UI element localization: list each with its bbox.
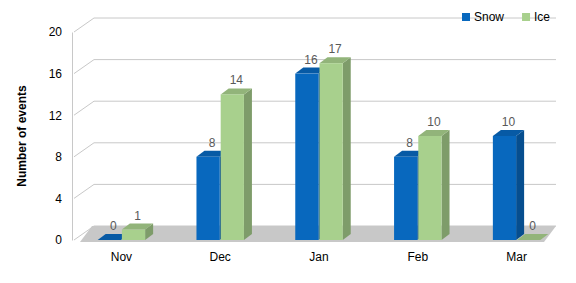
grid-diagonal [74,101,94,115]
bar-top [517,234,548,240]
x-tick-label: Jan [309,250,328,264]
y-tick-label: 20 [49,25,63,39]
grid-diagonal [74,184,94,198]
y-tick: 4 [55,192,72,206]
y-tick-label: 0 [55,233,62,247]
legend-swatch [462,13,470,21]
data-label: 10 [427,115,441,129]
bar-top [122,224,153,230]
legend-label: Snow [474,10,504,24]
legend-label: Ice [534,10,550,24]
legend: Snow Ice [462,10,550,24]
x-tick-label: Dec [210,250,231,264]
plot-area [98,57,549,240]
bar-top [418,130,449,136]
x-tick-label: Mar [506,250,527,264]
data-label: 10 [502,115,516,129]
legend-swatch [522,13,530,21]
bar-side [516,130,524,240]
x-tick-label: Nov [111,250,132,264]
bar [319,63,342,240]
y-axis-line [72,33,73,241]
x-tick: Mar [506,240,527,264]
grid-diagonal [74,60,94,74]
grid-diagonal [74,18,94,32]
chart: 081681011417100048121620NovDecJanFebMarN… [0,0,576,283]
y-tick-label: 8 [55,150,62,164]
legend-item: Snow [462,10,504,24]
y-tick-label: 4 [55,192,62,206]
data-label: 0 [110,219,117,233]
data-label: 0 [529,219,536,233]
bar [98,240,121,241]
data-labels: 0 8 16 8 10 1 14 17 10 0 [110,42,536,233]
bar [493,136,516,240]
bar-top [319,57,350,63]
y-tick: 16 [49,67,72,81]
y-tick: 12 [49,109,72,123]
x-tick: Dec [210,240,231,264]
y-tick-label: 16 [49,67,63,81]
x-tick-label: Feb [407,250,428,264]
data-label: 8 [209,136,216,150]
y-axis: 0 4 8 12 16 20 [49,25,73,247]
y-tick: 20 [49,25,72,39]
data-label: 17 [328,42,342,56]
bar [196,157,219,240]
data-label: 8 [406,136,413,150]
y-axis-title: Number of events [15,85,29,187]
grid-diagonals [74,18,94,240]
bar-side [343,57,351,240]
data-label: 16 [304,53,318,67]
bar [517,240,540,241]
bar [122,230,145,240]
data-label: 14 [230,73,244,87]
x-tick: Jan [309,240,328,264]
x-axis-line [73,240,567,241]
x-axis: Nov Dec Jan Feb Mar [73,240,567,264]
bar [295,74,318,240]
series [98,68,524,240]
x-tick: Feb [407,240,428,264]
legend-item: Ice [522,10,550,24]
bar [394,157,417,240]
y-tick: 0 [55,233,72,247]
series [122,57,548,240]
grid-diagonal [74,226,94,240]
bar-side [442,130,450,240]
y-tick-label: 12 [49,109,63,123]
bar [418,136,441,240]
data-label: 1 [134,209,141,223]
bar-side [244,88,252,240]
y-tick: 8 [55,150,72,164]
bar-top [493,130,524,136]
bar-top [221,88,252,94]
grid-diagonal [74,143,94,157]
bar [221,94,244,240]
x-tick: Nov [111,240,132,264]
